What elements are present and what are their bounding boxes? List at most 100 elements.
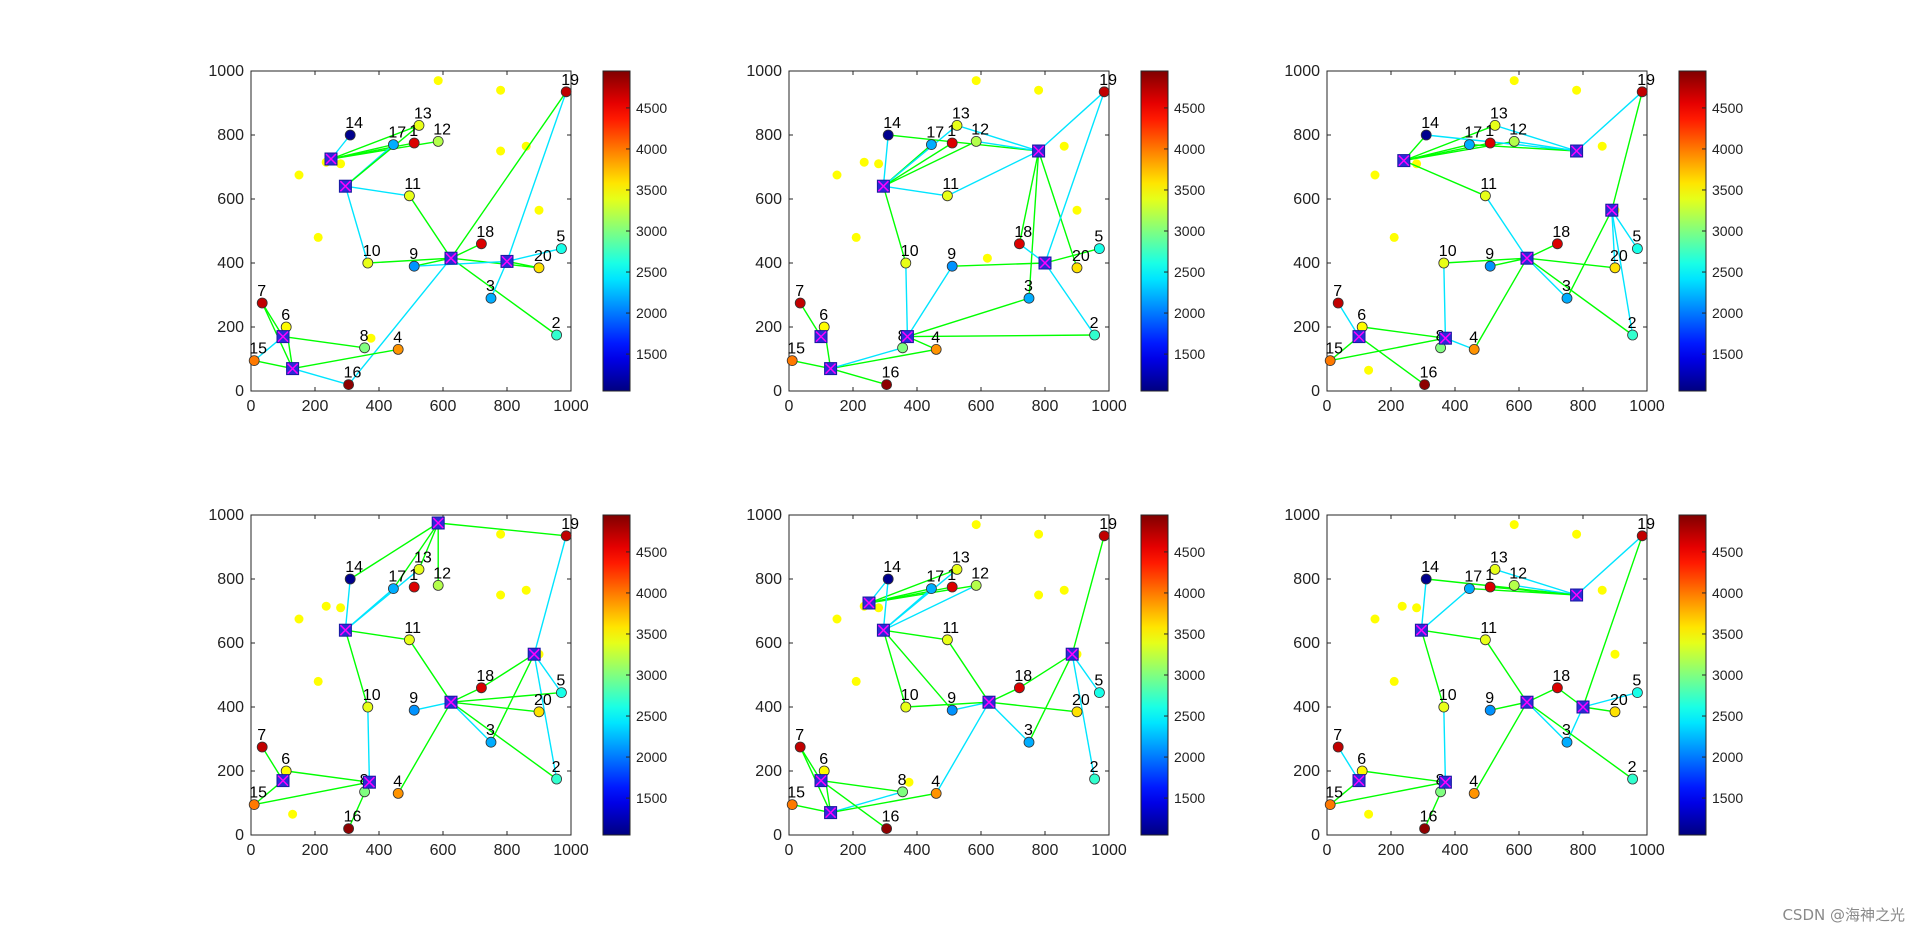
demand-node — [1484, 137, 1496, 149]
demand-node — [900, 257, 912, 269]
node-label: 14 — [1421, 115, 1439, 132]
x-tick-label: 800 — [1570, 398, 1597, 415]
axes-box — [1326, 514, 1648, 836]
connection-edge — [1566, 209, 1613, 299]
subplot-4: 0 200 400 600 800 1000 0 200 400 600 800 1000 2 3 4 5 67… — [208, 507, 667, 859]
node-label: 19 — [1637, 516, 1655, 533]
node-label: 6 — [819, 751, 828, 768]
node-label: 4 — [393, 329, 402, 346]
unserved-point — [1509, 520, 1519, 530]
colorbar-tick-label: 3500 — [1174, 626, 1205, 642]
unserved-point — [1412, 159, 1422, 169]
demand-node — [1420, 573, 1432, 585]
y-tick-label: 400 — [755, 699, 782, 716]
connection-edge — [481, 653, 535, 689]
node-label: 5 — [1094, 229, 1103, 246]
colorbar — [602, 70, 631, 392]
connection-edge — [988, 701, 1030, 743]
y-tick-label: 800 — [217, 571, 244, 588]
colorbar-tick-label: 2000 — [636, 749, 667, 765]
connection-edge — [1037, 150, 1078, 269]
y-tick-label: 400 — [1293, 255, 1320, 272]
demand-node — [1627, 773, 1638, 785]
colorbar-tick-label: 4000 — [1174, 585, 1205, 601]
node-label: 8 — [898, 772, 907, 789]
connection-edge — [1494, 124, 1577, 152]
connection-edge — [1526, 257, 1634, 336]
colorbar-tick-label: 2000 — [1174, 305, 1205, 321]
demand-node — [1094, 687, 1105, 698]
x-tick-label: 600 — [430, 398, 457, 415]
facility-cross — [1439, 332, 1451, 344]
unserved-point — [832, 170, 842, 180]
connection-edge — [882, 124, 958, 187]
connection-edge — [882, 578, 889, 631]
demand-node — [1489, 564, 1501, 575]
demand-node — [1636, 86, 1648, 98]
demand-node — [1484, 260, 1496, 272]
y-tick-label: 1000 — [208, 63, 244, 80]
colorbar-tick-label: 4000 — [636, 141, 667, 157]
demand-node — [1480, 634, 1491, 646]
node-label: 11 — [1480, 620, 1497, 637]
node-label: 9 — [947, 690, 956, 707]
colorbar-tick-label: 3500 — [1174, 182, 1205, 198]
connection-edge — [907, 334, 1095, 338]
connection-edge — [906, 265, 953, 337]
connection-edge — [1019, 653, 1073, 689]
facility-cross — [1439, 776, 1451, 788]
node-label: 9 — [947, 246, 956, 263]
demand-node — [485, 292, 497, 304]
connection-edge — [450, 701, 558, 780]
facility-cross — [877, 624, 889, 636]
connection-edge — [1611, 91, 1643, 211]
axes-box — [788, 70, 1110, 392]
unserved-point — [521, 585, 531, 595]
node-label: 10 — [901, 687, 919, 704]
demand-node — [1324, 355, 1336, 367]
y-tick-label: 600 — [755, 191, 782, 208]
demand-node — [359, 342, 371, 354]
x-tick-label: 600 — [430, 842, 457, 859]
colorbar-tick-label: 1500 — [1712, 346, 1743, 362]
connection-edge — [344, 578, 351, 631]
x-tick-label: 400 — [904, 398, 931, 415]
connection-edge — [450, 701, 492, 743]
demand-node — [432, 135, 444, 147]
node-label: 10 — [1439, 687, 1457, 704]
colorbar-tick-label: 4500 — [1712, 100, 1743, 116]
colorbar-tick-label: 4500 — [1712, 544, 1743, 560]
node-label: 20 — [534, 692, 552, 709]
node-label: 14 — [345, 559, 363, 576]
y-tick-label: 0 — [1311, 383, 1320, 400]
y-tick-label: 200 — [1293, 763, 1320, 780]
connection-edge — [830, 367, 887, 386]
connection-edge — [1071, 654, 1096, 780]
x-tick-label: 800 — [1570, 842, 1597, 859]
node-label: 17 — [926, 125, 944, 142]
connection-edge — [450, 691, 562, 703]
node-label: 7 — [257, 283, 266, 300]
connection-edge — [883, 629, 948, 641]
colorbar-tick-label: 3000 — [1174, 223, 1205, 239]
node-label: 3 — [1562, 278, 1571, 295]
unserved-point — [1412, 603, 1422, 613]
colorbar-tick-label: 4000 — [636, 585, 667, 601]
node-label: 18 — [476, 668, 494, 685]
axes-box — [250, 514, 572, 836]
colorbar-tick-label: 1500 — [1174, 346, 1205, 362]
demand-node — [533, 262, 545, 274]
connection-edge — [506, 247, 562, 263]
connection-edge — [1484, 195, 1528, 259]
x-tick-label: 600 — [1506, 842, 1533, 859]
demand-node — [1089, 773, 1100, 785]
node-label: 4 — [931, 329, 940, 346]
demand-node — [1464, 583, 1475, 594]
node-label: 6 — [819, 307, 828, 324]
demand-node — [1632, 687, 1643, 698]
facility-cross — [863, 597, 875, 609]
connection-edge — [830, 347, 903, 370]
y-tick-label: 600 — [755, 635, 782, 652]
node-label: 20 — [534, 248, 552, 265]
